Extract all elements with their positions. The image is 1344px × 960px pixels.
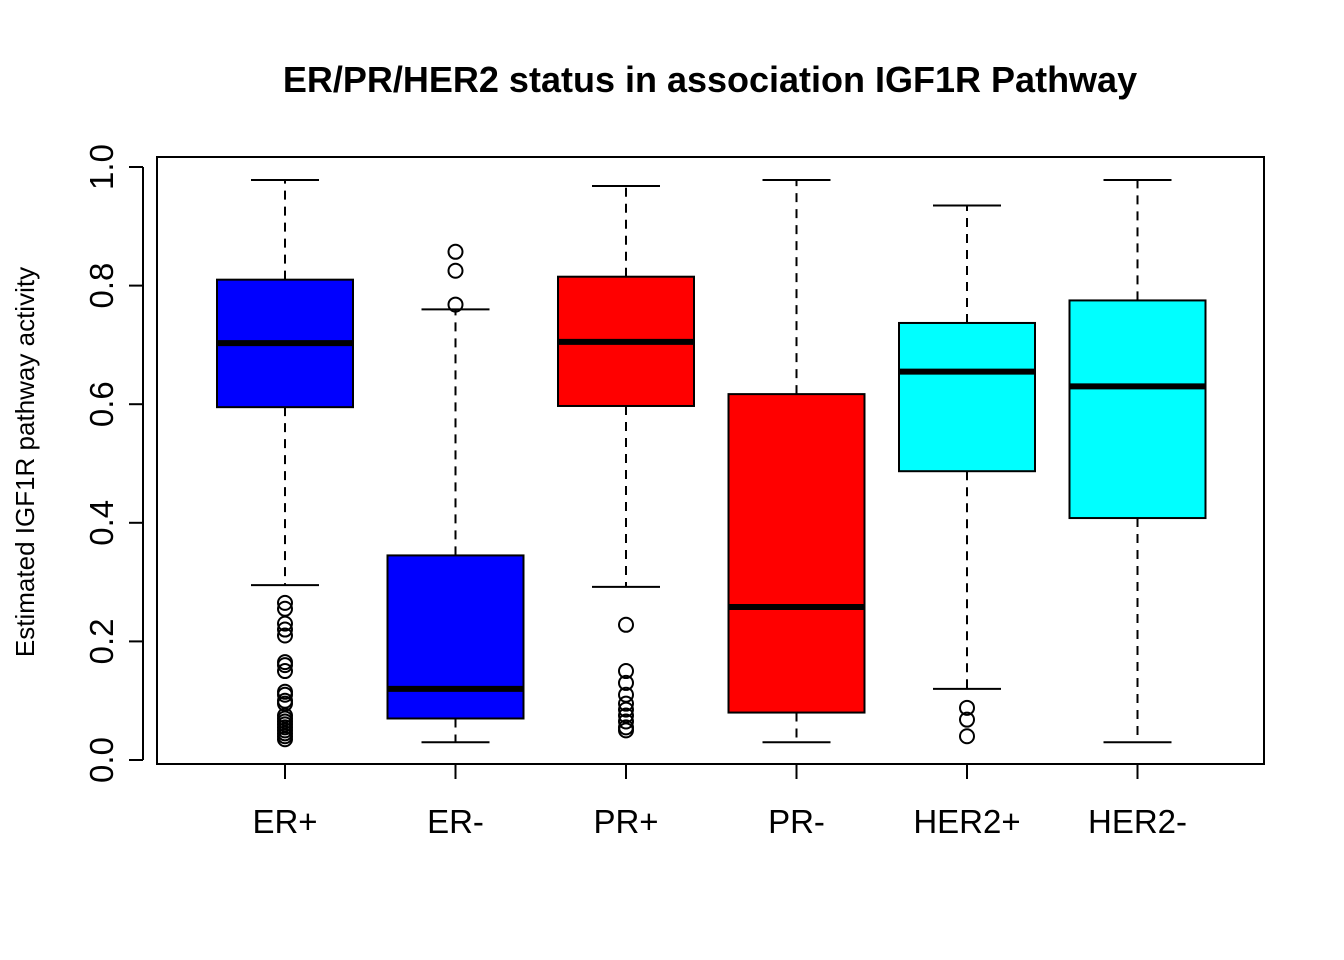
- boxes-group: [216, 179, 1207, 748]
- box-PR+: [557, 184, 695, 739]
- x-tick-label: PR-: [768, 803, 825, 840]
- outlier-point: [959, 728, 975, 745]
- outlier-point: [618, 663, 634, 680]
- outlier-point: [277, 627, 293, 644]
- x-tick-label: HER2+: [913, 803, 1020, 840]
- box-ER+: [216, 179, 354, 748]
- outlier-point: [277, 686, 293, 703]
- outlier-point: [618, 616, 634, 633]
- outlier-point: [277, 663, 293, 680]
- y-tick-label: 1.0: [83, 144, 120, 190]
- x-tick-label: ER-: [427, 803, 484, 840]
- outlier-point: [447, 262, 464, 279]
- outlier-point: [447, 243, 464, 260]
- plot-frame: [156, 156, 1265, 765]
- x-tick-label: PR+: [593, 803, 658, 840]
- x-tick-label: ER+: [252, 803, 317, 840]
- outlier-point: [959, 711, 975, 728]
- box-HER2-: [1068, 179, 1207, 744]
- chart-title: ER/PR/HER2 status in association IGF1R P…: [283, 59, 1137, 100]
- outlier-point: [277, 594, 293, 611]
- box-iqr: [898, 321, 1036, 473]
- y-tick-label: 0.6: [83, 381, 120, 427]
- y-tick-label: 0.0: [83, 737, 120, 783]
- box-ER-: [386, 243, 525, 744]
- box-HER2+: [898, 204, 1036, 745]
- box-iqr: [1068, 299, 1207, 520]
- box-iqr: [386, 554, 525, 720]
- y-axis: 0.0 0.2 0.4 0.6 0.8 1.0: [83, 144, 144, 783]
- outlier-point: [277, 621, 293, 638]
- x-axis: ER+ ER- PR+ PR- HER2+ HER2-: [252, 764, 1187, 840]
- outlier-point: [447, 296, 464, 313]
- outlier-point: [618, 674, 634, 691]
- outlier-point: [277, 731, 293, 748]
- box-PR-: [727, 179, 866, 744]
- outlier-point: [618, 695, 634, 712]
- outlier-point: [618, 722, 634, 739]
- y-tick-label: 0.8: [83, 263, 120, 309]
- outlier-point: [618, 701, 634, 718]
- y-tick-label: 0.4: [83, 500, 120, 546]
- y-axis-label: Estimated IGF1R pathway activity: [10, 267, 40, 657]
- box-iqr: [727, 393, 866, 714]
- outlier-point: [277, 657, 293, 674]
- x-tick-label: HER2-: [1088, 803, 1187, 840]
- outlier-point: [277, 615, 293, 632]
- outlier-point: [618, 713, 634, 730]
- y-tick-label: 0.2: [83, 618, 120, 664]
- outlier-point: [959, 699, 975, 716]
